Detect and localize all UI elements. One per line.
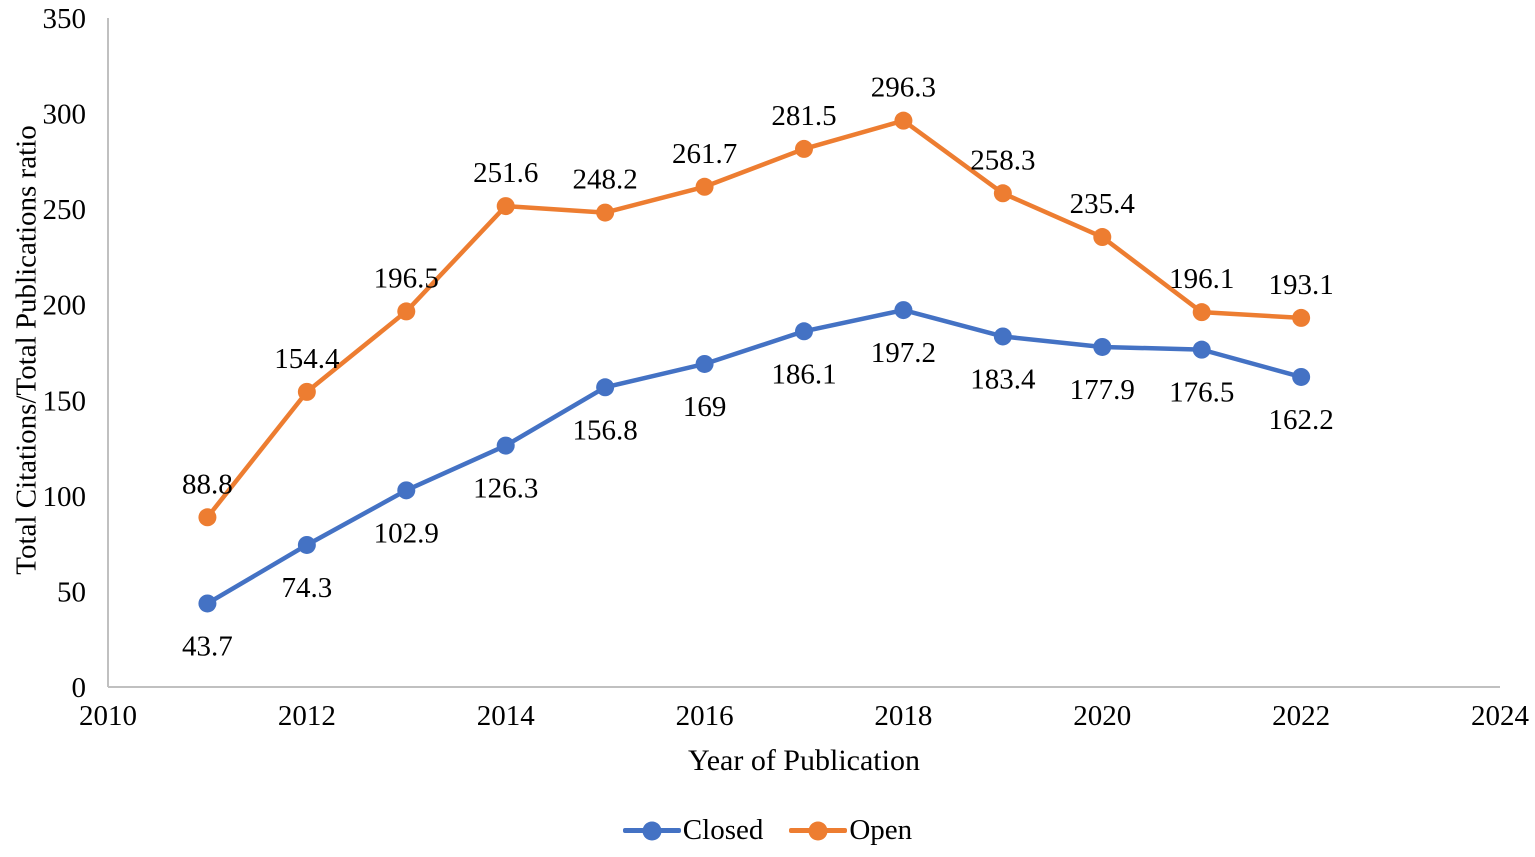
data-point-closed	[993, 327, 1012, 346]
data-label-closed: 197.2	[871, 337, 936, 369]
y-tick-label: 100	[43, 481, 87, 513]
data-label-open: 235.4	[1070, 188, 1136, 220]
x-tick-label: 2024	[1471, 700, 1530, 732]
data-point-closed	[1192, 340, 1211, 359]
data-point-open	[993, 184, 1012, 203]
data-label-closed: 43.7	[182, 630, 233, 662]
data-point-open	[1292, 308, 1311, 327]
data-label-closed: 126.3	[473, 473, 538, 505]
x-axis-title: Year of Publication	[688, 744, 920, 777]
data-label-open: 296.3	[871, 72, 936, 104]
data-point-closed	[496, 436, 515, 455]
data-label-closed: 183.4	[970, 363, 1036, 395]
data-label-open: 154.4	[274, 343, 340, 375]
x-tick-label: 2014	[477, 700, 536, 732]
data-label-closed: 177.9	[1070, 374, 1135, 406]
y-tick-label: 150	[43, 385, 87, 417]
legend-item-open: Open	[789, 814, 912, 847]
data-point-closed	[894, 301, 913, 320]
data-point-open	[1093, 228, 1112, 247]
x-tick-label: 2016	[676, 700, 734, 732]
data-point-open	[695, 177, 714, 196]
data-point-open	[894, 111, 913, 130]
data-point-open	[496, 197, 515, 216]
y-tick-label: 250	[43, 194, 87, 226]
legend-item-closed: Closed	[622, 814, 764, 847]
data-label-closed: 74.3	[281, 572, 332, 604]
legend-marker-open	[789, 820, 848, 842]
data-point-open	[297, 382, 316, 401]
data-point-closed	[397, 481, 416, 500]
data-point-closed	[198, 594, 217, 613]
data-label-open: 261.7	[672, 138, 737, 170]
x-tick-label: 2022	[1272, 700, 1330, 732]
data-point-closed	[1093, 337, 1112, 356]
line-chart: 0 50 100 150 200 250 300 350 2010 2012 2014 2016 201…	[43, 3, 1530, 732]
data-label-open: 196.1	[1169, 263, 1234, 295]
y-tick-label: 300	[43, 99, 87, 131]
data-point-closed	[795, 322, 813, 341]
data-point-closed	[596, 378, 615, 397]
data-point-open	[795, 139, 813, 158]
data-point-closed	[695, 354, 714, 373]
y-tick-label: 200	[43, 290, 87, 322]
legend: Closed Open	[0, 814, 1535, 847]
data-label-closed: 102.9	[374, 517, 439, 549]
data-label-open: 193.1	[1269, 269, 1334, 301]
series-line-closed	[205, 307, 1304, 606]
legend-dot-swatch	[808, 821, 828, 840]
y-tick-label: 50	[57, 576, 86, 608]
data-point-closed	[297, 535, 316, 554]
data-label-open: 251.6	[473, 157, 538, 189]
data-label-open: 281.5	[771, 100, 836, 132]
x-tick-label: 2010	[79, 700, 137, 732]
x-tick-label: 2018	[874, 700, 932, 732]
data-point-closed	[1292, 367, 1311, 386]
data-label-open: 258.3	[970, 144, 1035, 176]
legend-label-open: Open	[849, 814, 913, 846]
data-label-open: 196.5	[374, 262, 439, 294]
legend-dot-swatch	[642, 821, 662, 840]
data-label-closed: 162.2	[1269, 404, 1334, 436]
data-label-open: 248.2	[573, 164, 638, 196]
data-label-closed: 176.5	[1169, 377, 1234, 409]
data-label-closed: 156.8	[573, 414, 638, 446]
legend-label-closed: Closed	[682, 814, 764, 846]
x-tick-label: 2012	[278, 700, 336, 732]
data-label-open: 88.8	[182, 468, 233, 500]
legend-marker-closed	[622, 820, 681, 842]
data-point-open	[596, 203, 615, 222]
data-point-open	[1192, 303, 1211, 322]
y-tick-label: 0	[72, 672, 87, 704]
data-point-open	[397, 302, 416, 321]
x-tick-label: 2020	[1073, 700, 1131, 732]
data-label-closed: 186.1	[771, 358, 836, 390]
y-axis-title: Total Citations/Total Publications ratio	[10, 125, 43, 575]
series-line-open	[205, 118, 1304, 520]
y-tick-label: 350	[43, 3, 87, 35]
data-label-closed: 169	[683, 391, 727, 423]
data-point-open	[198, 508, 217, 527]
